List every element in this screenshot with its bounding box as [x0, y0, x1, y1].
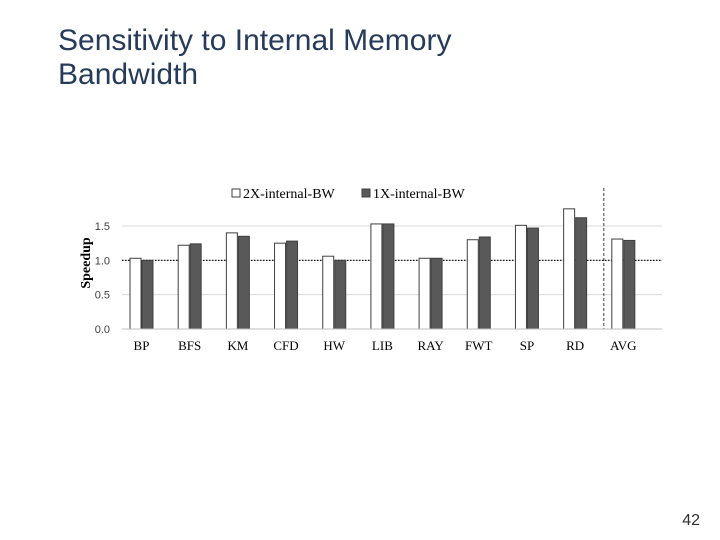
- bar-bfs-series-1: [177, 244, 190, 330]
- bar-bp-series-1: [129, 257, 142, 330]
- legend: 2X-internal-BW 1X-internal-BW: [231, 187, 466, 202]
- x-tick-label: RAY: [417, 338, 444, 353]
- bar-ray-series-2: [430, 257, 443, 330]
- legend-label-series-1: 2X-internal-BW: [243, 187, 336, 202]
- bar-cfd-series-1: [274, 242, 287, 330]
- bar-fwt-series-2: [478, 236, 491, 330]
- x-tick-label: SP: [520, 338, 534, 353]
- bar-bp-series-2: [141, 259, 154, 330]
- bar-hw-series-1: [322, 255, 335, 330]
- bar-lib-series-2: [382, 223, 395, 330]
- bar-cfd-series-2: [286, 240, 299, 330]
- bar-km-series-2: [237, 235, 250, 330]
- x-tick-label: AVG: [610, 338, 637, 353]
- x-tick-label: RD: [566, 338, 584, 353]
- x-tick-label: LIB: [372, 338, 393, 353]
- x-tick-label: CFD: [273, 338, 298, 353]
- slide-number: 42: [682, 512, 700, 529]
- bars: [129, 208, 636, 330]
- bar-ray-series-1: [418, 257, 431, 330]
- y-tick-label: 0.0: [95, 324, 110, 336]
- legend-swatch-series-1: [231, 188, 241, 198]
- x-tick-label: HW: [323, 338, 345, 353]
- bar-rd-series-1: [563, 208, 576, 330]
- bar-bfs-series-2: [189, 243, 202, 330]
- bar-avg-series-2: [623, 239, 636, 330]
- bar-rd-series-2: [575, 217, 588, 330]
- legend-swatch-series-2: [361, 188, 371, 198]
- y-tick-label: 1.0: [95, 255, 110, 267]
- bar-fwt-series-1: [466, 239, 479, 330]
- y-axis-label: Speedup: [79, 237, 94, 289]
- x-tick-label: FWT: [465, 338, 493, 353]
- bar-avg-series-1: [611, 238, 624, 330]
- bar-sp-series-2: [526, 227, 539, 330]
- x-tick-label: BFS: [178, 338, 201, 353]
- legend-label-series-2: 1X-internal-BW: [373, 187, 466, 202]
- y-tick-label: 1.5: [95, 221, 110, 233]
- bar-km-series-1: [225, 232, 238, 330]
- bar-lib-series-1: [370, 223, 383, 330]
- slide-title: Sensitivity to Internal Memory Bandwidth: [58, 24, 452, 91]
- x-tick-label: BP: [134, 338, 150, 353]
- x-tick-label: KM: [227, 338, 248, 353]
- bar-sp-series-1: [514, 224, 527, 330]
- bar-hw-series-2: [334, 259, 347, 330]
- y-tick-label: 0.5: [95, 290, 110, 302]
